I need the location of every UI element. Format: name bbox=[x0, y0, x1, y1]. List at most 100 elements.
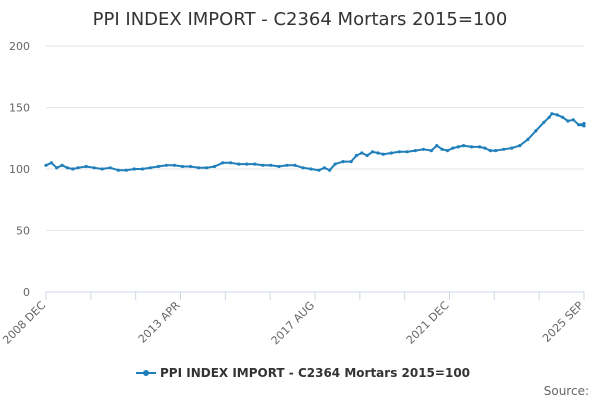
data-point[interactable] bbox=[301, 166, 305, 170]
x-tick-label: 2025 SEP bbox=[540, 299, 586, 345]
data-point[interactable] bbox=[188, 164, 193, 169]
data-point[interactable] bbox=[579, 123, 583, 127]
y-tick-label: 50 bbox=[16, 225, 30, 238]
data-point[interactable] bbox=[456, 145, 460, 149]
data-point[interactable] bbox=[365, 153, 369, 158]
data-point[interactable] bbox=[44, 163, 48, 167]
data-point[interactable] bbox=[341, 160, 345, 164]
data-point[interactable] bbox=[547, 115, 551, 119]
data-point[interactable] bbox=[245, 162, 249, 166]
data-point[interactable] bbox=[518, 144, 522, 148]
data-point[interactable] bbox=[526, 137, 530, 142]
data-point[interactable] bbox=[488, 149, 492, 153]
y-tick-label: 150 bbox=[9, 102, 30, 115]
data-point[interactable] bbox=[309, 167, 313, 171]
data-point[interactable] bbox=[92, 166, 96, 170]
data-point[interactable] bbox=[421, 147, 425, 151]
x-axis: 2008 DEC 2013 APR 2017 AUG 2021 DEC 2025 SEP bbox=[0, 291, 586, 348]
data-point[interactable] bbox=[566, 119, 570, 123]
legend-marker bbox=[143, 370, 149, 376]
data-point[interactable] bbox=[405, 150, 409, 154]
data-point[interactable] bbox=[261, 163, 265, 167]
data-point[interactable] bbox=[132, 167, 136, 171]
data-point[interactable] bbox=[470, 145, 474, 149]
data-point[interactable] bbox=[354, 153, 359, 158]
data-point[interactable] bbox=[534, 129, 538, 133]
data-point[interactable] bbox=[124, 168, 128, 172]
data-point[interactable] bbox=[55, 166, 59, 170]
data-point[interactable] bbox=[440, 147, 444, 151]
data-point[interactable] bbox=[555, 113, 559, 117]
data-point[interactable] bbox=[577, 123, 581, 127]
data-point[interactable] bbox=[328, 168, 332, 172]
data-point[interactable] bbox=[65, 166, 69, 170]
data-point[interactable] bbox=[140, 167, 144, 171]
data-point[interactable] bbox=[370, 150, 375, 154]
data-point[interactable] bbox=[277, 164, 281, 169]
data-point[interactable] bbox=[213, 164, 217, 169]
data-point[interactable] bbox=[322, 166, 326, 170]
data-point[interactable] bbox=[376, 151, 380, 155]
data-point[interactable] bbox=[349, 160, 353, 164]
data-point[interactable] bbox=[510, 146, 514, 150]
data-point[interactable] bbox=[197, 166, 201, 170]
grid bbox=[46, 45, 584, 231]
x-tick-label: 2008 DEC bbox=[0, 299, 48, 347]
data-point[interactable] bbox=[60, 163, 64, 167]
x-tick-label: 2021 DEC bbox=[404, 299, 452, 347]
data-point[interactable] bbox=[71, 167, 75, 171]
data-point[interactable] bbox=[582, 121, 586, 126]
data-point[interactable] bbox=[253, 162, 257, 166]
data-point[interactable] bbox=[550, 112, 554, 116]
data-point[interactable] bbox=[148, 166, 152, 170]
source-label: Source: bbox=[544, 384, 589, 398]
data-point[interactable] bbox=[435, 144, 439, 148]
data-point[interactable] bbox=[172, 163, 177, 167]
y-tick-label: 0 bbox=[23, 286, 30, 299]
data-point[interactable] bbox=[451, 146, 455, 150]
y-axis: 0 50 100 150 200 bbox=[9, 40, 30, 299]
data-point[interactable] bbox=[229, 161, 233, 165]
data-point[interactable] bbox=[76, 166, 80, 170]
data-point[interactable] bbox=[116, 168, 120, 172]
data-point[interactable] bbox=[429, 149, 433, 153]
data-point[interactable] bbox=[561, 115, 565, 119]
data-point[interactable] bbox=[571, 118, 575, 122]
data-point[interactable] bbox=[542, 120, 546, 124]
data-point[interactable] bbox=[100, 167, 104, 171]
legend[interactable]: PPI INDEX IMPORT - C2364 Mortars 2015=10… bbox=[136, 366, 470, 380]
data-point[interactable] bbox=[494, 149, 498, 153]
data-point[interactable] bbox=[462, 144, 466, 148]
data-point[interactable] bbox=[478, 145, 482, 149]
data-point[interactable] bbox=[502, 147, 506, 151]
legend-label: PPI INDEX IMPORT - C2364 Mortars 2015=10… bbox=[160, 366, 470, 380]
data-point[interactable] bbox=[483, 146, 487, 150]
data-point[interactable] bbox=[381, 152, 385, 156]
data-point[interactable] bbox=[164, 163, 168, 167]
plot-area bbox=[44, 112, 586, 172]
data-point[interactable] bbox=[397, 150, 401, 154]
y-tick-label: 100 bbox=[9, 163, 30, 176]
data-point[interactable] bbox=[237, 162, 241, 166]
series-line bbox=[45, 112, 585, 172]
data-point[interactable] bbox=[84, 164, 88, 169]
data-point[interactable] bbox=[333, 162, 337, 166]
data-point[interactable] bbox=[156, 164, 160, 169]
data-point[interactable] bbox=[582, 124, 586, 128]
data-point[interactable] bbox=[389, 151, 393, 155]
data-point[interactable] bbox=[445, 149, 450, 153]
data-point[interactable] bbox=[293, 163, 297, 167]
data-point[interactable] bbox=[285, 163, 289, 167]
data-point[interactable] bbox=[221, 161, 225, 165]
data-point[interactable] bbox=[269, 163, 273, 167]
chart-title: PPI INDEX IMPORT - C2364 Mortars 2015=10… bbox=[93, 9, 508, 30]
x-tick-label: 2017 AUG bbox=[269, 299, 318, 348]
data-point[interactable] bbox=[317, 168, 321, 172]
data-point[interactable] bbox=[413, 149, 417, 153]
data-point[interactable] bbox=[180, 164, 185, 169]
data-point[interactable] bbox=[205, 166, 209, 170]
data-point[interactable] bbox=[108, 166, 112, 170]
data-point[interactable] bbox=[49, 161, 54, 165]
data-point[interactable] bbox=[360, 151, 364, 155]
